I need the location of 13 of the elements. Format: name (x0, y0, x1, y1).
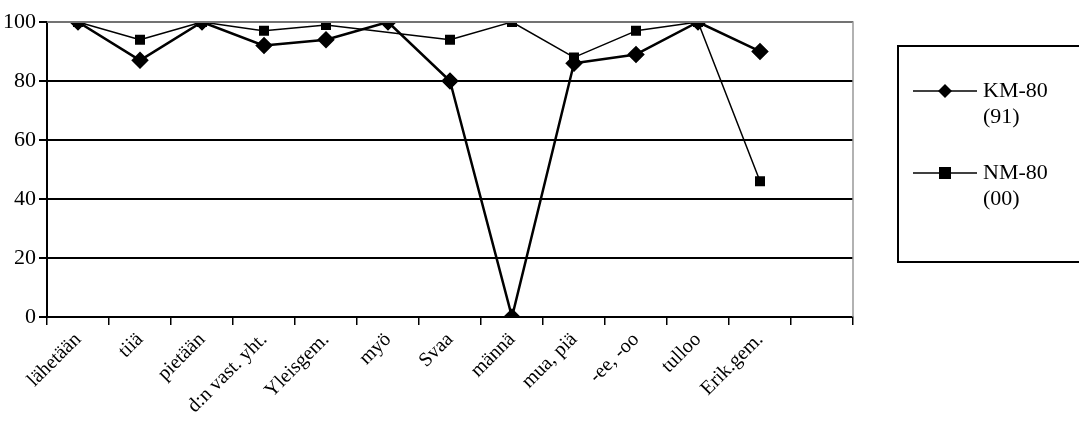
legend-label: KM-80 (91) (983, 77, 1049, 129)
x-tick-label: mua, piä (516, 327, 582, 393)
x-tick-label: myö (353, 327, 396, 369)
y-tick-label: 20 (14, 243, 36, 269)
y-tick-label: 100 (3, 7, 36, 33)
x-tick-label: tiiä (112, 327, 147, 362)
y-tick-label: 80 (14, 66, 36, 92)
y-tick-label: 60 (14, 125, 36, 151)
y-tick-label: 40 (14, 184, 36, 210)
x-tick-label: -ee, -oo (583, 327, 643, 387)
y-tick-label: 0 (25, 302, 36, 328)
legend-label: NM-80 (00) (983, 159, 1049, 211)
x-tick-label: Svaa (413, 327, 457, 371)
